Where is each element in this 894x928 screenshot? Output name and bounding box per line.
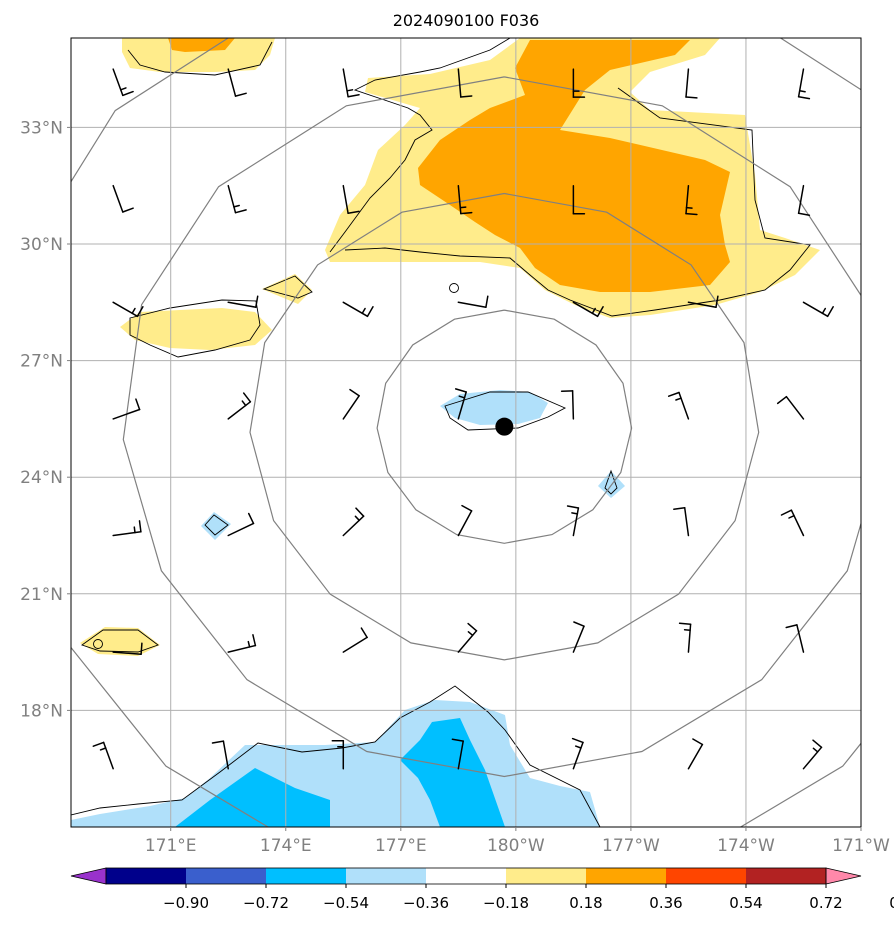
longitude-tick-label: 177°W xyxy=(602,836,660,856)
longitude-tick-label: 171°E xyxy=(145,836,197,856)
colorbar-segment xyxy=(746,868,827,884)
longitude-tick-label: 174°E xyxy=(260,836,312,856)
storm-center-marker xyxy=(495,418,513,436)
colorbar-extend-max xyxy=(826,868,861,884)
colorbar-segment xyxy=(426,868,507,884)
longitude-tick-label: 180°W xyxy=(487,836,545,856)
latitude-ticks: 18°N 21°N 24°N 27°N 30°N 33°N xyxy=(20,118,71,721)
colorbar-segment xyxy=(106,868,187,884)
map-area xyxy=(0,0,894,893)
colorbar-segment xyxy=(346,868,427,884)
colorbar-tick-label: 0.18 xyxy=(569,894,602,912)
longitude-tick-label: 171°W xyxy=(832,836,890,856)
latitude-tick-label: 30°N xyxy=(20,235,63,255)
longitude-tick-label: 177°E xyxy=(375,836,427,856)
colorbar-segment xyxy=(666,868,747,884)
latitude-tick-label: 33°N xyxy=(20,118,63,138)
colorbar: −0.90 −0.72 −0.54 −0.36 −0.18 0.18 0.36 0.54 0.7… xyxy=(71,868,894,912)
colorbar-tick-label: 0.90 xyxy=(889,894,894,912)
longitude-ticks: 171°E 174°E 177°E 180°W 177°W 174°W 171°W xyxy=(145,827,890,856)
plot-title: 2024090100 F036 xyxy=(393,11,540,30)
colorbar-segment xyxy=(586,868,667,884)
colorbar-tick-label: −0.18 xyxy=(483,894,529,912)
colorbar-tick-label: −0.36 xyxy=(403,894,449,912)
colorbar-segment xyxy=(506,868,587,884)
latitude-tick-label: 27°N xyxy=(20,352,63,372)
colorbar-segment xyxy=(266,868,347,884)
latitude-tick-label: 18°N xyxy=(20,701,63,721)
colorbar-tick-label: 0.36 xyxy=(649,894,682,912)
latitude-tick-label: 24°N xyxy=(20,468,63,488)
colorbar-extend-min xyxy=(71,868,106,884)
colorbar-segment xyxy=(186,868,267,884)
colorbar-tick-label: 0.54 xyxy=(729,894,762,912)
latitude-tick-label: 21°N xyxy=(20,585,63,605)
colorbar-tick-label: −0.72 xyxy=(243,894,289,912)
longitude-tick-label: 174°W xyxy=(717,836,775,856)
colorbar-tick-label: 0.72 xyxy=(809,894,842,912)
colorbar-tick-label: −0.54 xyxy=(323,894,369,912)
colorbar-tick-label: −0.90 xyxy=(163,894,209,912)
